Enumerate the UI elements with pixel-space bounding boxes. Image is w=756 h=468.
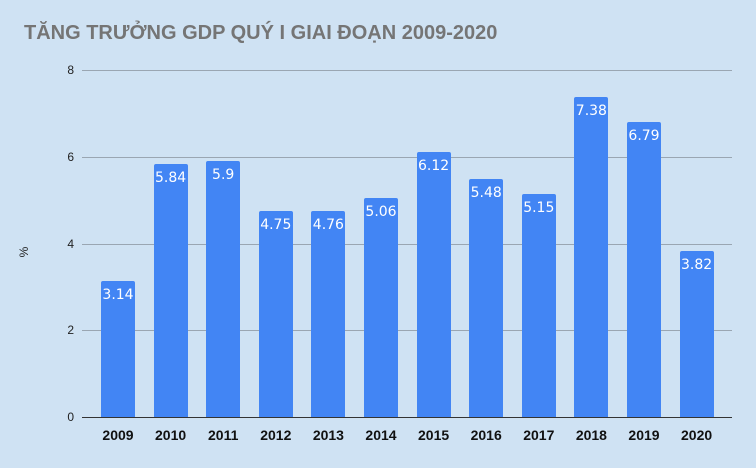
y-tick-label: 8 <box>67 63 74 77</box>
x-tick-label: 2013 <box>312 427 344 443</box>
x-tick-label: 2011 <box>208 427 239 443</box>
bar-value-label: 3.14 <box>102 286 134 303</box>
gridline <box>82 70 732 71</box>
bar-2013[interactable]: 4.76 <box>311 210 346 417</box>
x-tick-label: 2018 <box>575 427 607 443</box>
bar-2019[interactable]: 6.79 <box>627 122 661 417</box>
x-axis-line <box>82 416 732 418</box>
bar-value-label: 3.82 <box>681 257 713 274</box>
bar-2009[interactable]: 3.14 <box>101 280 135 417</box>
y-tick-label: 6 <box>67 149 74 164</box>
bar-value-label: 5.15 <box>523 199 555 216</box>
gridline <box>82 156 732 158</box>
y-tick-label: 4 <box>67 236 74 251</box>
x-tick-label: 2014 <box>365 427 397 443</box>
x-tick-label: 2016 <box>470 427 502 443</box>
bar-value-label: 5.06 <box>365 203 397 220</box>
bar-value-label: 5.84 <box>155 169 187 186</box>
gridline <box>82 330 732 332</box>
bar-value-label: 6.79 <box>628 128 660 145</box>
x-tick-label: 2010 <box>155 427 187 443</box>
y-tick-label: 2 <box>67 323 74 338</box>
x-tick-label: 2015 <box>418 427 450 443</box>
x-tick-label: 2012 <box>260 427 292 443</box>
x-tick-label: 2017 <box>523 427 555 443</box>
bar-2012[interactable]: 4.75 <box>258 210 293 417</box>
bar-value-label: 5.48 <box>470 185 502 202</box>
bar-2011[interactable]: 5.9 <box>206 161 241 417</box>
bar-value-label: 7.38 <box>575 102 607 119</box>
bar-2015[interactable]: 6.12 <box>416 151 451 417</box>
chart-title: TĂNG TRƯỞNG GDP QUÝ I GIAI ĐOẠN 2009-202… <box>24 22 498 44</box>
bar-2010[interactable]: 5.84 <box>153 163 188 417</box>
gridline <box>82 243 732 245</box>
bar-2014[interactable]: 5.06 <box>364 197 398 417</box>
bar-value-label: 6.12 <box>418 157 450 174</box>
bar-value-label: 5.9 <box>212 167 235 184</box>
x-tick-label: 2019 <box>628 427 660 443</box>
x-tick-label: 2020 <box>681 427 713 443</box>
x-tick-label: 2009 <box>102 427 134 443</box>
bar-value-label: 4.76 <box>312 216 344 233</box>
y-tick-label: 0 <box>67 410 74 424</box>
bar-2016[interactable]: 5.48 <box>469 179 504 417</box>
bar-2018[interactable]: 7.38 <box>574 96 609 417</box>
bar-value-label: 4.75 <box>260 216 292 233</box>
bar-2020[interactable]: 3.82 <box>679 251 714 417</box>
bar-2017[interactable]: 5.15 <box>521 193 556 417</box>
